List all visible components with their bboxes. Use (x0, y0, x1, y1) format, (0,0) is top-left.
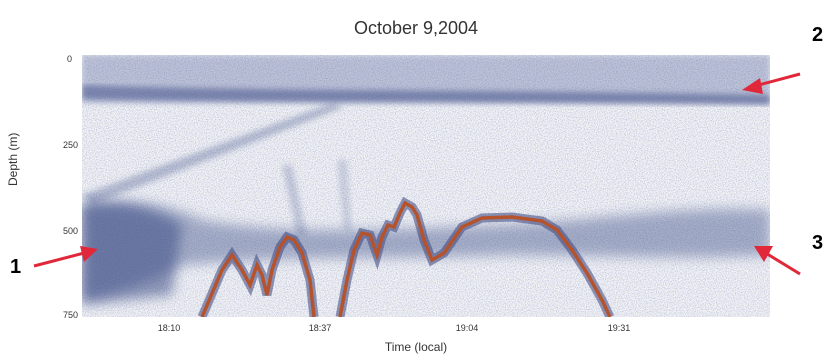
marker-label-2: 2 (812, 24, 824, 46)
seafloor-trace-right (338, 200, 612, 317)
x-tick-label: 19:31 (607, 323, 631, 333)
surface-band (82, 85, 770, 105)
x-tick-label: 18:10 (157, 323, 181, 333)
seafloor-trace-left (200, 234, 316, 317)
dense-aggregation (82, 203, 182, 305)
x-axis-label: Time (local) (384, 340, 448, 354)
x-tick-label: 18:37 (308, 323, 332, 333)
echogram-plot (82, 55, 770, 317)
y-tick-label: 0 (66, 54, 72, 64)
y-tick-label: 750 (62, 310, 78, 320)
x-tick-label: 19:04 (455, 323, 479, 333)
echogram-svg (82, 55, 770, 317)
vertical-wisp (282, 165, 307, 235)
marker-label-1: 1 (10, 256, 22, 278)
y-axis-label: Depth (m) (6, 132, 20, 186)
marker-label-3: 3 (812, 232, 824, 254)
y-tick-label: 500 (62, 226, 78, 236)
figure-title: October 9,2004 (353, 18, 479, 38)
migrating-layer (82, 103, 344, 205)
vertical-wisp (337, 160, 352, 230)
y-tick-label: 250 (62, 140, 78, 150)
